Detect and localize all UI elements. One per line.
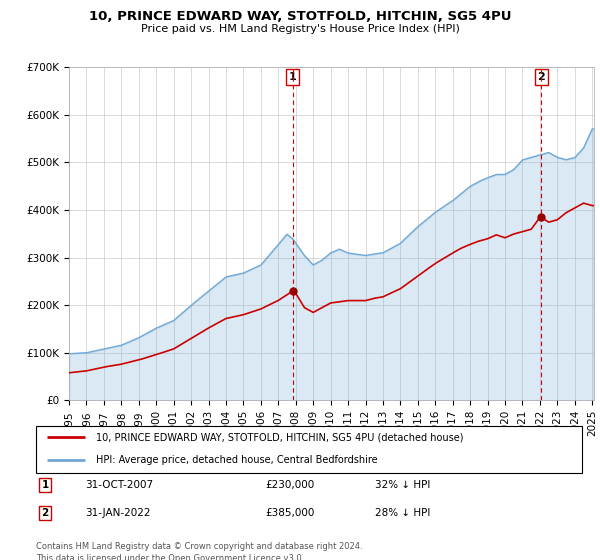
Text: 10, PRINCE EDWARD WAY, STOTFOLD, HITCHIN, SG5 4PU (detached house): 10, PRINCE EDWARD WAY, STOTFOLD, HITCHIN…: [96, 432, 464, 442]
Text: 2: 2: [538, 72, 545, 82]
Text: Contains HM Land Registry data © Crown copyright and database right 2024.
This d: Contains HM Land Registry data © Crown c…: [36, 542, 362, 560]
Text: £385,000: £385,000: [265, 508, 314, 518]
Text: 1: 1: [289, 72, 296, 82]
Text: 10, PRINCE EDWARD WAY, STOTFOLD, HITCHIN, SG5 4PU: 10, PRINCE EDWARD WAY, STOTFOLD, HITCHIN…: [89, 10, 511, 23]
Text: 28% ↓ HPI: 28% ↓ HPI: [374, 508, 430, 518]
Text: 2: 2: [41, 508, 49, 518]
Text: 31-JAN-2022: 31-JAN-2022: [85, 508, 151, 518]
Text: Price paid vs. HM Land Registry's House Price Index (HPI): Price paid vs. HM Land Registry's House …: [140, 24, 460, 34]
Text: 31-OCT-2007: 31-OCT-2007: [85, 480, 153, 490]
Text: £230,000: £230,000: [265, 480, 314, 490]
Text: 1: 1: [41, 480, 49, 490]
Text: HPI: Average price, detached house, Central Bedfordshire: HPI: Average price, detached house, Cent…: [96, 455, 377, 465]
Text: 32% ↓ HPI: 32% ↓ HPI: [374, 480, 430, 490]
